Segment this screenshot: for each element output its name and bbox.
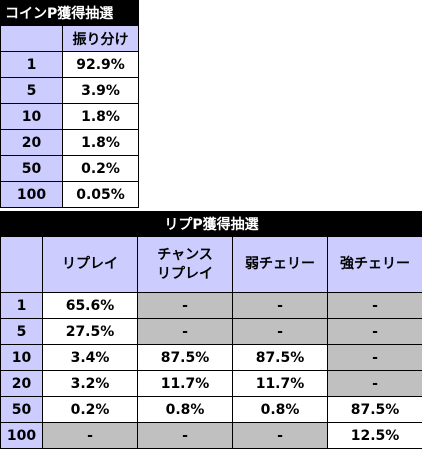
header-line: チャンス <box>157 247 213 263</box>
table-row: 100---12.5% <box>1 423 422 449</box>
chance-replay-col-header: チャンスリプレイ <box>138 237 233 293</box>
coin-table-title: コインP獲得抽選 <box>1 1 139 26</box>
replay-row-value: - <box>328 371 422 397</box>
strong-cherry-col-header: 強チェリー <box>328 237 422 293</box>
replay-table-corner <box>1 237 43 293</box>
replay-row-value: - <box>328 293 422 319</box>
replay-row-point: 100 <box>1 423 43 449</box>
coin-row-point: 100 <box>1 182 63 208</box>
coin-table-col-header: 振り分け <box>63 26 139 52</box>
coin-row-value: 1.8% <box>63 130 139 156</box>
replay-row-value: - <box>233 319 328 345</box>
replay-row-value: 11.7% <box>138 371 233 397</box>
replay-row-value: 3.4% <box>43 345 138 371</box>
table-row: 10 1.8% <box>1 104 139 130</box>
replay-row-value: 27.5% <box>43 319 138 345</box>
replay-table-title: リプP獲得抽選 <box>1 212 422 237</box>
replay-row-value: - <box>328 345 422 371</box>
replay-row-value: 0.8% <box>138 397 233 423</box>
replay-row-point: 1 <box>1 293 43 319</box>
header-line: 強チェリー <box>340 256 410 272</box>
header-line: 弱チェリー <box>245 256 315 272</box>
coin-row-value: 0.05% <box>63 182 139 208</box>
replay-row-value: - <box>138 423 233 449</box>
coin-row-value: 3.9% <box>63 78 139 104</box>
table-row: 100 0.05% <box>1 182 139 208</box>
replay-row-value: 3.2% <box>43 371 138 397</box>
coin-row-value: 1.8% <box>63 104 139 130</box>
replay-row-value: 87.5% <box>328 397 422 423</box>
header-line: リプレイ <box>62 256 118 272</box>
replay-row-value: - <box>233 293 328 319</box>
replay-row-point: 20 <box>1 371 43 397</box>
replay-row-point: 50 <box>1 397 43 423</box>
replay-row-value: - <box>138 319 233 345</box>
weak-cherry-col-header: 弱チェリー <box>233 237 328 293</box>
coin-row-value: 0.2% <box>63 156 139 182</box>
coin-point-table: コインP獲得抽選 振り分け 1 92.9% 5 3.9% 10 1.8% 20 … <box>0 0 139 208</box>
coin-row-point: 5 <box>1 78 63 104</box>
replay-row-value: 87.5% <box>233 345 328 371</box>
replay-row-value: 0.8% <box>233 397 328 423</box>
table-row: 20 1.8% <box>1 130 139 156</box>
replay-row-value: - <box>328 319 422 345</box>
replay-row-value: 0.2% <box>43 397 138 423</box>
replay-row-value: - <box>43 423 138 449</box>
coin-row-point: 10 <box>1 104 63 130</box>
coin-row-point: 20 <box>1 130 63 156</box>
replay-row-value: 65.6% <box>43 293 138 319</box>
replay-col-header: リプレイ <box>43 237 138 293</box>
replay-row-point: 10 <box>1 345 43 371</box>
table-row: 50 0.2% <box>1 156 139 182</box>
replay-row-value: 11.7% <box>233 371 328 397</box>
coin-row-point: 1 <box>1 52 63 78</box>
replay-row-value: - <box>138 293 233 319</box>
coin-row-value: 92.9% <box>63 52 139 78</box>
table-row: 5 3.9% <box>1 78 139 104</box>
header-line: リプレイ <box>157 266 213 282</box>
replay-row-value: 87.5% <box>138 345 233 371</box>
table-row: 1 92.9% <box>1 52 139 78</box>
replay-row-value: - <box>233 423 328 449</box>
coin-row-point: 50 <box>1 156 63 182</box>
replay-row-point: 5 <box>1 319 43 345</box>
replay-row-value: 12.5% <box>328 423 422 449</box>
coin-table-corner <box>1 26 63 52</box>
